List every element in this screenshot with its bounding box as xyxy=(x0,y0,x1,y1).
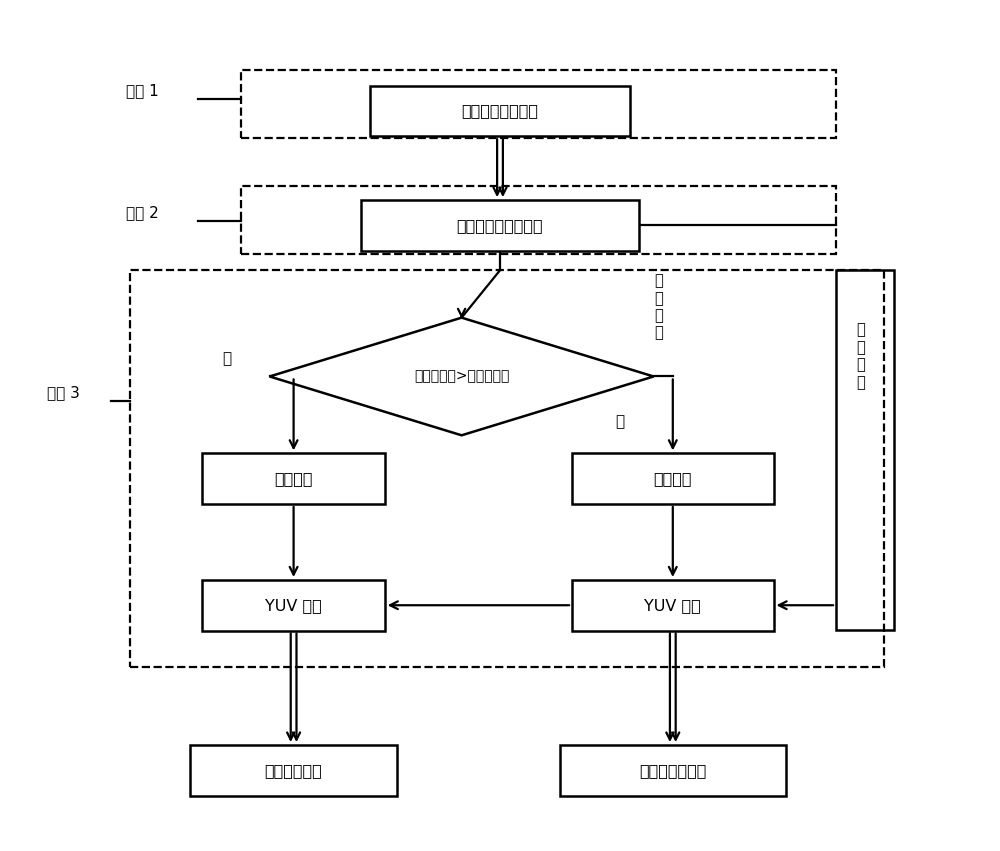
Text: 模块 3: 模块 3 xyxy=(47,386,80,400)
Text: 否: 否 xyxy=(615,414,625,429)
FancyBboxPatch shape xyxy=(370,86,630,136)
Text: 感受器均值>弄药筒均值: 感受器均值>弄药筒均值 xyxy=(414,369,509,384)
Text: 分高亮度和色差分量: 分高亮度和色差分量 xyxy=(457,218,543,233)
Text: 模块 2: 模块 2 xyxy=(126,206,158,220)
Text: 叠加环路: 叠加环路 xyxy=(654,471,692,486)
Text: 色
差
分
量: 色 差 分 量 xyxy=(857,323,865,390)
Text: 分流增强: 分流增强 xyxy=(274,471,313,486)
FancyBboxPatch shape xyxy=(572,580,774,631)
FancyBboxPatch shape xyxy=(202,580,385,631)
Text: 高亮度敏感性图: 高亮度敏感性图 xyxy=(639,762,706,778)
Polygon shape xyxy=(270,317,654,436)
Text: 高对比度图像: 高对比度图像 xyxy=(265,762,322,778)
Text: 亮
度
分
量: 亮 度 分 量 xyxy=(654,273,663,340)
FancyBboxPatch shape xyxy=(560,745,786,796)
Text: 模块 1: 模块 1 xyxy=(126,83,158,98)
Text: 是: 是 xyxy=(222,351,231,366)
Text: YUV 组合: YUV 组合 xyxy=(644,597,701,613)
FancyBboxPatch shape xyxy=(202,454,385,504)
Text: 多路小眼信息采集: 多路小眼信息采集 xyxy=(462,104,538,118)
FancyBboxPatch shape xyxy=(361,200,639,251)
FancyBboxPatch shape xyxy=(190,745,397,796)
Text: YUV 组合: YUV 组合 xyxy=(265,597,322,613)
FancyBboxPatch shape xyxy=(572,454,774,504)
